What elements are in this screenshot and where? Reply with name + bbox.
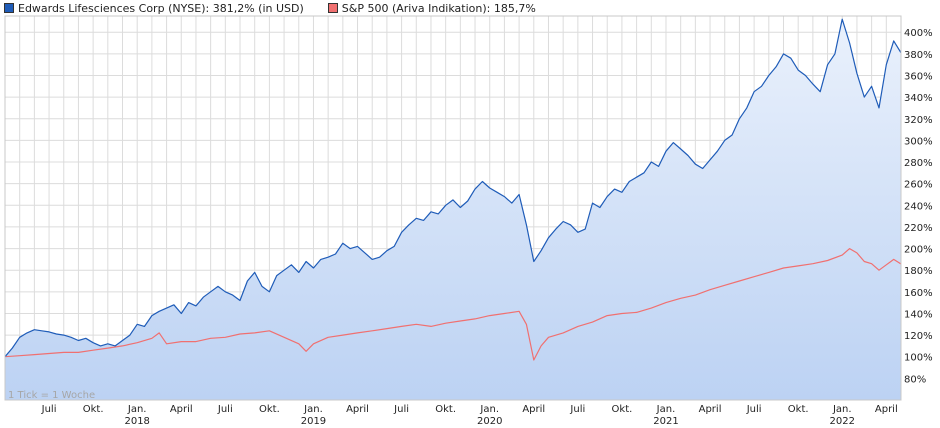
legend-item-edwards[interactable]: Edwards Lifesciences Corp (NYSE): 381,2%… — [4, 2, 304, 15]
x-tick-label: Jan. — [832, 404, 852, 415]
area-edwards — [5, 19, 901, 400]
x-tick-label: Jan. — [479, 404, 499, 415]
legend-label-edwards: Edwards Lifesciences Corp (NYSE): 381,2%… — [18, 1, 304, 15]
legend-label-sp500: S&P 500 (Ariva Indikation): 185,7% — [341, 1, 536, 15]
x-tick-label: Jan. — [656, 404, 676, 415]
legend-swatch-sp500 — [327, 3, 338, 13]
x-year-label: 2022 — [830, 416, 855, 427]
x-tick-label: Juli — [569, 404, 585, 415]
y-tick-label: 300% — [904, 136, 933, 147]
x-tick-label: Juli — [746, 404, 762, 415]
line-edwards[interactable] — [5, 18, 901, 358]
y-tick-label: 260% — [904, 180, 933, 191]
x-year-label: 2019 — [301, 416, 326, 427]
y-tick-label: 160% — [904, 288, 933, 299]
x-tick-label: Okt. — [259, 404, 280, 415]
area-layer — [5, 19, 901, 400]
y-tick-label: 80% — [904, 374, 926, 385]
x-tick-label: Juli — [217, 404, 233, 415]
x-year-label: 2018 — [124, 416, 149, 427]
x-tick-label: Okt. — [435, 404, 456, 415]
y-tick-label: 140% — [904, 309, 933, 320]
x-tick-label: Jan. — [127, 404, 147, 415]
line-layer — [5, 18, 901, 361]
y-tick-label: 280% — [904, 158, 933, 169]
x-tick-label: Okt. — [788, 404, 809, 415]
x-tick-label: Okt. — [83, 404, 104, 415]
y-tick-label: 360% — [904, 71, 933, 82]
y-axis: 80% 100% 120% 140% 160% 180% 200% 220% 240% 260% 2… — [904, 28, 933, 385]
y-tick-label: 340% — [904, 93, 933, 104]
y-tick-label: 200% — [904, 245, 933, 256]
y-tick-label: 400% — [904, 28, 933, 39]
x-tick-label: April — [522, 404, 545, 415]
y-tick-label: 100% — [904, 353, 933, 364]
x-tick-label: April — [875, 404, 898, 415]
y-tick-label: 320% — [904, 115, 933, 126]
legend-item-sp500[interactable]: S&P 500 (Ariva Indikation): 185,7% — [327, 1, 536, 15]
legend-swatch-edwards — [4, 3, 14, 13]
tick-interval-note: 1 Tick = 1 Woche — [8, 390, 95, 401]
x-tick-label: Juli — [393, 404, 409, 415]
y-tick-label: 180% — [904, 266, 933, 277]
x-tick-label: Jan. — [303, 404, 323, 415]
legend: Edwards Lifesciences Corp (NYSE): 381,2%… — [4, 1, 560, 15]
x-tick-label: April — [170, 404, 193, 415]
x-tick-label: April — [346, 404, 369, 415]
y-tick-label: 380% — [904, 50, 933, 61]
y-tick-label: 120% — [904, 331, 933, 342]
x-year-label: 2020 — [477, 416, 502, 427]
line-sp500[interactable] — [5, 248, 901, 361]
plot-frame — [4, 15, 902, 401]
x-year-label: 2021 — [653, 416, 678, 427]
x-tick-label: Okt. — [612, 404, 633, 415]
x-tick-label: Juli — [41, 404, 57, 415]
y-tick-label: 220% — [904, 223, 933, 234]
x-tick-label: April — [699, 404, 722, 415]
y-tick-label: 240% — [904, 201, 933, 212]
